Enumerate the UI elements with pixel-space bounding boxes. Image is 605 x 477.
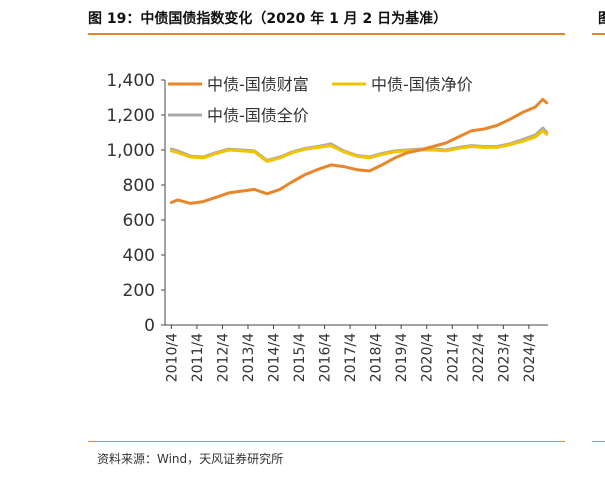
x-tick-label: 2011/4 <box>190 333 206 382</box>
neighbor-source-rule <box>592 441 605 442</box>
x-tick-label: 2016/4 <box>318 333 334 382</box>
series-line-0 <box>169 97 549 205</box>
figure-source: 资料来源：Wind，天风证券研究所 <box>97 452 284 466</box>
x-tick-label: 2017/4 <box>343 333 359 382</box>
x-tick-label: 2019/4 <box>394 333 410 382</box>
series-line-1 <box>169 129 549 163</box>
x-tick-label: 2012/4 <box>215 333 231 382</box>
neighbor-figure-fragment: 图 <box>598 8 605 28</box>
legend-label-0: 中债-国债财富 <box>207 75 309 94</box>
figure-title: 图 19：中债国债指数变化（2020 年 1 月 2 日为基准） <box>88 11 448 27</box>
y-tick-label: 400 <box>123 246 155 266</box>
y-tick-label: 800 <box>123 176 155 196</box>
x-tick-label: 2010/4 <box>164 333 180 382</box>
x-tick-label: 2014/4 <box>267 333 283 382</box>
legend-label-1: 中债-国债净价 <box>371 75 473 94</box>
y-axis: 0 200 400 600 800 1,000 1,200 1,400 <box>106 71 166 336</box>
x-tick-label: 2020/4 <box>420 333 436 382</box>
source-rule <box>88 441 565 442</box>
title-rule <box>88 33 565 35</box>
y-tick-label: 1,000 <box>106 141 155 161</box>
x-tick-label: 2018/4 <box>369 333 385 382</box>
y-tick-label: 200 <box>123 281 155 301</box>
line-chart: 0 200 400 600 800 1,000 1,200 1,400 2010/4 2011/… <box>106 71 549 382</box>
x-tick-label: 2022/4 <box>471 333 487 382</box>
y-tick-label: 0 <box>144 316 155 336</box>
x-axis: 2010/4 2011/4 2012/4 2013/4 2014/4 2015/4 2016… <box>164 324 548 382</box>
x-tick-label: 2021/4 <box>445 333 461 382</box>
series-lines <box>169 97 549 205</box>
x-tick-label: 2023/4 <box>496 333 512 382</box>
legend-label-2: 中债-国债全价 <box>207 106 309 125</box>
y-tick-label: 1,200 <box>106 106 155 126</box>
neighbor-title-rule <box>592 33 605 35</box>
x-tick-label: 2024/4 <box>522 333 538 382</box>
y-tick-label: 600 <box>123 211 155 231</box>
y-tick-label: 1,400 <box>106 71 155 91</box>
x-tick-label: 2013/4 <box>241 333 257 382</box>
x-tick-label: 2015/4 <box>292 333 308 382</box>
